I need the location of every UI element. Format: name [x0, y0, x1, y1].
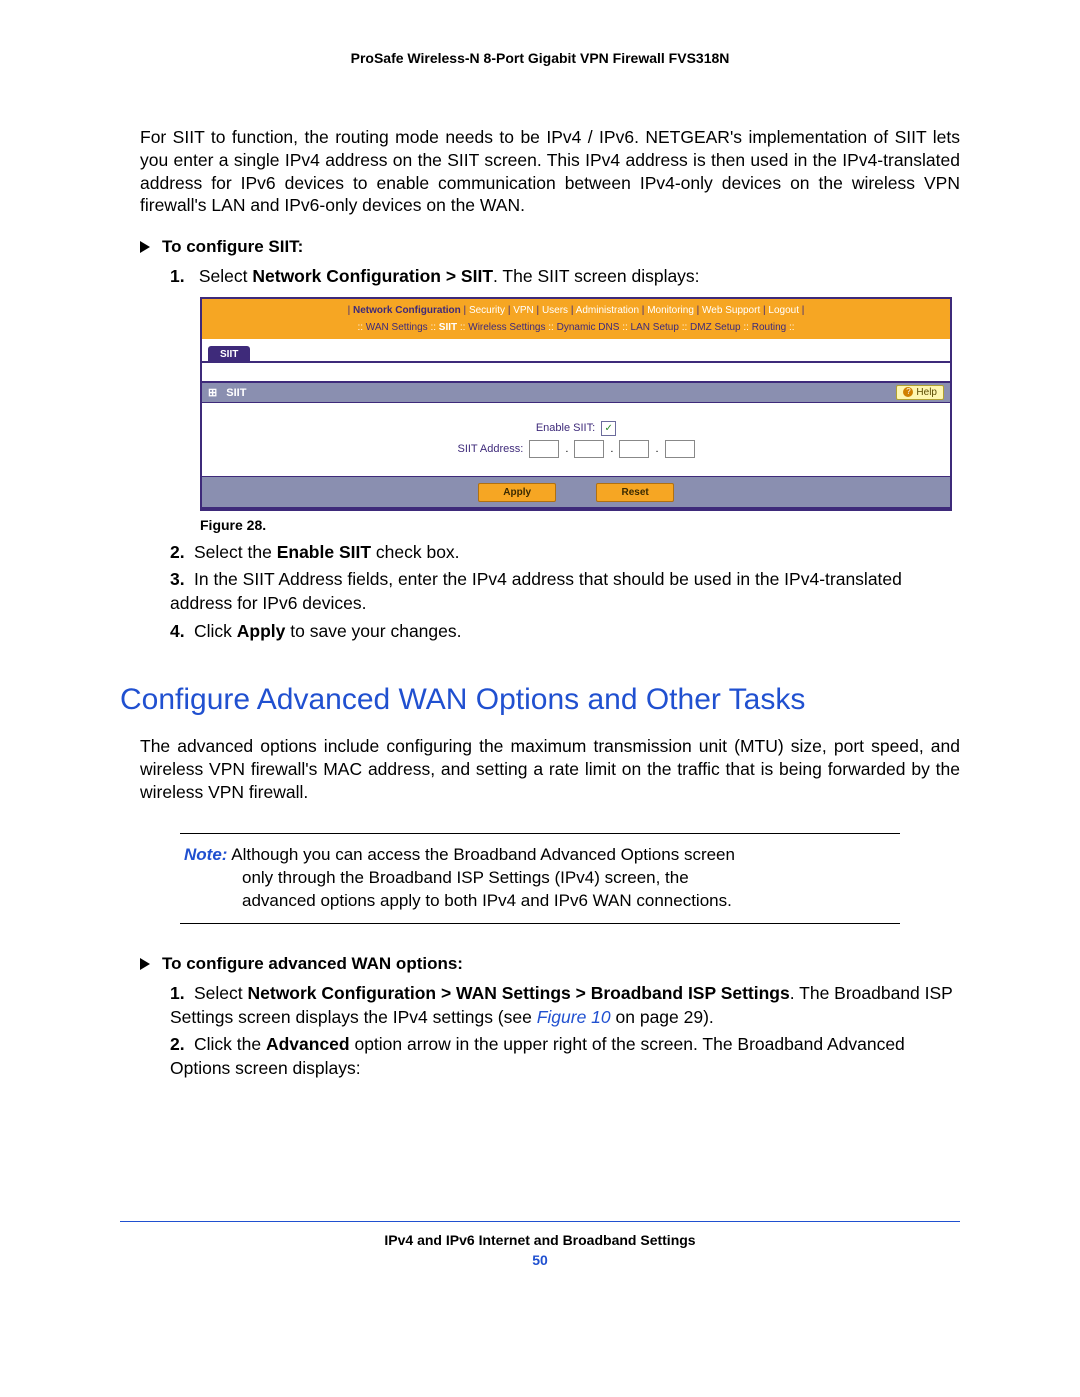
siit-octet-1[interactable]: [529, 440, 559, 458]
step-number: 4.: [170, 620, 194, 644]
note-line-3: advanced options apply to both IPv4 and …: [242, 890, 896, 913]
procedure-2-heading-text: To configure advanced WAN options:: [162, 954, 463, 974]
siit-octet-3[interactable]: [619, 440, 649, 458]
siit-address-row: SIIT Address: . . .: [202, 440, 950, 458]
subnav-item[interactable]: Routing: [752, 322, 786, 333]
help-button[interactable]: ? Help: [896, 385, 944, 400]
help-label: Help: [916, 387, 937, 398]
footer-rule: [120, 1221, 960, 1222]
apply-button[interactable]: Apply: [478, 483, 556, 502]
siit-octet-4[interactable]: [665, 440, 695, 458]
proc1-step-1: 1. Select Network Configuration > SIIT. …: [170, 265, 960, 289]
note-line-1: Although you can access the Broadband Ad…: [227, 845, 735, 864]
procedure-2-heading: To configure advanced WAN options:: [140, 954, 960, 974]
section-paragraph: The advanced options include configuring…: [140, 735, 960, 803]
top-nav-bar: | Network Configuration | Security | VPN…: [202, 299, 950, 339]
subnav-item[interactable]: LAN Setup: [631, 322, 679, 333]
step-number: 2.: [170, 1033, 194, 1057]
step-bold: Advanced: [266, 1034, 350, 1054]
step-number: 1.: [170, 982, 194, 1006]
note-label: Note:: [184, 845, 227, 864]
topnav-item[interactable]: Users: [542, 305, 568, 316]
tab-siit[interactable]: SIIT: [208, 346, 250, 363]
dot: .: [565, 443, 568, 455]
siit-address-label: SIIT Address:: [457, 443, 523, 455]
step-text: to save your changes.: [285, 621, 461, 641]
step-text-post: . The SIIT screen displays:: [493, 266, 700, 286]
step-text: on page 29).: [611, 1007, 714, 1027]
step-bold: Network Configuration > WAN Settings > B…: [248, 983, 790, 1003]
subnav-item[interactable]: DMZ Setup: [690, 322, 741, 333]
tab-row: SIIT: [202, 339, 950, 363]
panel-body: Enable SIIT: ✓ SIIT Address: . . .: [202, 403, 950, 476]
enable-siit-checkbox[interactable]: ✓: [601, 421, 616, 436]
dot: .: [610, 443, 613, 455]
subnav-item[interactable]: WAN Settings: [366, 322, 428, 333]
help-icon: ?: [903, 387, 913, 397]
list-item: 1.Select Network Configuration > WAN Set…: [170, 982, 960, 1029]
subnav-item[interactable]: Wireless Settings: [468, 322, 545, 333]
panel-title-bar: ⊞ SIIT ? Help: [202, 381, 950, 403]
topnav-item[interactable]: Logout: [768, 305, 799, 316]
step-bold: Enable SIIT: [277, 542, 371, 562]
siit-screenshot: | Network Configuration | Security | VPN…: [200, 297, 952, 511]
list-item: 4.Click Apply to save your changes.: [170, 620, 960, 644]
step-text: check box.: [371, 542, 460, 562]
chevron-right-icon: [140, 958, 150, 970]
intro-paragraph: For SIIT to function, the routing mode n…: [140, 126, 960, 217]
topnav-item[interactable]: Web Support: [702, 305, 760, 316]
reset-button[interactable]: Reset: [596, 483, 673, 502]
step-text: Click: [194, 621, 237, 641]
list-item: 2.Select the Enable SIIT check box.: [170, 541, 960, 565]
step-text: In the SIIT Address fields, enter the IP…: [170, 569, 902, 613]
footer-page-number: 50: [120, 1252, 960, 1268]
list-item: 2.Click the Advanced option arrow in the…: [170, 1033, 960, 1080]
enable-siit-label: Enable SIIT:: [536, 422, 595, 434]
list-item: 3.In the SIIT Address fields, enter the …: [170, 568, 960, 615]
step-text-bold: Network Configuration > SIIT: [252, 266, 493, 286]
chevron-right-icon: [140, 241, 150, 253]
note-block: Note: Although you can access the Broadb…: [180, 833, 900, 924]
topnav-item[interactable]: Administration: [576, 305, 639, 316]
step-text: Select: [194, 983, 248, 1003]
step-bold: Apply: [237, 621, 286, 641]
topnav-item[interactable]: VPN: [513, 305, 534, 316]
note-line-2: only through the Broadband ISP Settings …: [242, 867, 896, 890]
step-text: Click the: [194, 1034, 266, 1054]
top-nav: | Network Configuration | Security | VPN…: [202, 303, 950, 320]
topnav-item[interactable]: Security: [469, 305, 505, 316]
expand-icon[interactable]: ⊞: [208, 387, 217, 399]
figure-link[interactable]: Figure 10: [537, 1007, 611, 1027]
procedure-1-heading-text: To configure SIIT:: [162, 237, 303, 257]
gap: [202, 363, 950, 381]
section-heading: Configure Advanced WAN Options and Other…: [120, 683, 960, 717]
subnav-item[interactable]: Dynamic DNS: [557, 322, 620, 333]
topnav-item[interactable]: Monitoring: [647, 305, 694, 316]
siit-octet-2[interactable]: [574, 440, 604, 458]
step-text-pre: Select: [199, 266, 253, 286]
page-header-title: ProSafe Wireless-N 8-Port Gigabit VPN Fi…: [120, 50, 960, 66]
panel-title: SIIT: [226, 387, 246, 399]
sub-nav: :: WAN Settings :: SIIT :: Wireless Sett…: [202, 320, 950, 339]
step-number: 3.: [170, 568, 194, 592]
subnav-item[interactable]: SIIT: [439, 322, 457, 333]
step-number: 2.: [170, 541, 194, 565]
topnav-item[interactable]: Network Configuration: [353, 305, 461, 316]
procedure-1-heading: To configure SIIT:: [140, 237, 960, 257]
step-number: 1.: [170, 265, 194, 289]
dot: .: [655, 443, 658, 455]
button-row: Apply Reset: [202, 476, 950, 509]
enable-siit-row: Enable SIIT: ✓: [202, 421, 950, 436]
figure-caption: Figure 28.: [200, 517, 960, 533]
footer-text: IPv4 and IPv6 Internet and Broadband Set…: [120, 1232, 960, 1248]
step-text: Select the: [194, 542, 277, 562]
